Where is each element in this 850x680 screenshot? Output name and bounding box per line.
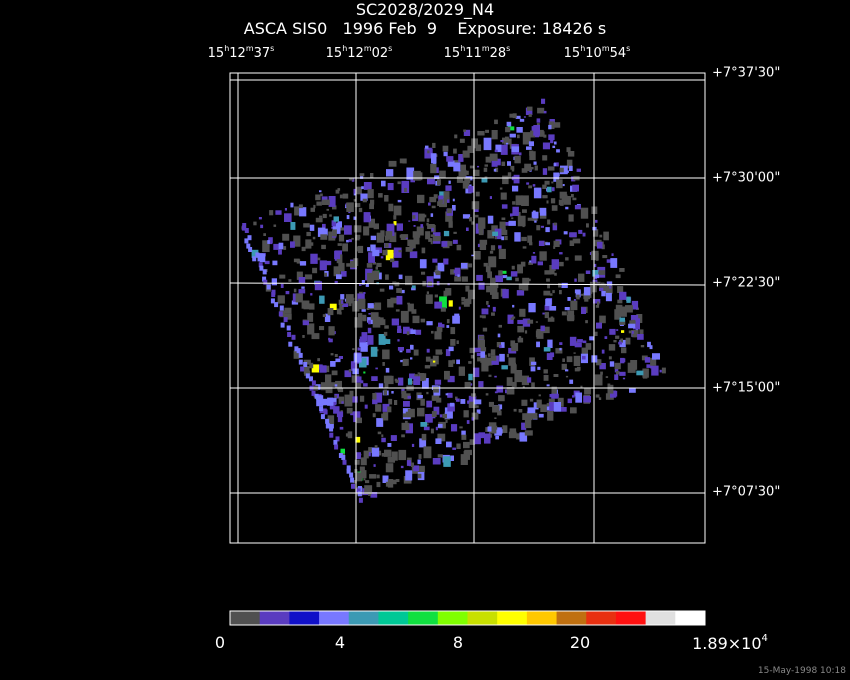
colorbar-cell [556, 611, 587, 625]
colorbar-cell [408, 611, 439, 625]
dec-tick-label: +7°15'00" [712, 380, 781, 396]
detector-image [238, 95, 666, 503]
dec-tick-label: +7°22'30" [712, 275, 781, 291]
dec-tick-label: +7°30'00" [712, 170, 781, 186]
colorbar-cell [319, 611, 350, 625]
dec-tick-label: +7°07'30" [712, 484, 781, 500]
colorbar-label-max: 1.89×104 [692, 633, 768, 653]
ra-tick-label: 15h12m02s [325, 44, 393, 61]
colorbar-cell [615, 611, 647, 625]
colorbar-label: 0 [214, 633, 226, 652]
image-subtitle: ASCA SIS0 1996 Feb 9 Exposure: 18426 s [243, 19, 607, 38]
ra-tick-label: 15h12m37s [207, 44, 275, 61]
image-title: SC2028/2029_N4 [355, 0, 495, 19]
colorbar-cell [259, 611, 290, 625]
timestamp: 15-May-1998 10:18 [757, 666, 846, 676]
colorbar-cell [586, 611, 617, 625]
colorbar-cell [467, 611, 498, 625]
colorbar-cell [378, 611, 409, 625]
colorbar-label: 20 [569, 633, 591, 652]
color-bar-frame [229, 610, 706, 626]
coordinate-grid [229, 72, 706, 544]
colorbar-cell [645, 611, 676, 625]
colorbar-cell [348, 611, 379, 625]
colorbar-cell [526, 611, 558, 625]
colorbar-cell [230, 611, 261, 625]
colorbar-cell [289, 611, 320, 625]
ra-tick-label: 15h10m54s [563, 44, 631, 61]
colorbar-cell [675, 611, 706, 625]
image-frame [229, 72, 706, 544]
colorbar-cell [437, 611, 468, 625]
ra-tick-label: 15h11m28s [443, 44, 511, 61]
color-bar [230, 611, 706, 625]
colorbar-label: 4 [334, 633, 346, 652]
colorbar-cell [497, 611, 528, 625]
dec-tick-label: +7°37'30" [712, 65, 781, 81]
colorbar-label: 8 [452, 633, 464, 652]
